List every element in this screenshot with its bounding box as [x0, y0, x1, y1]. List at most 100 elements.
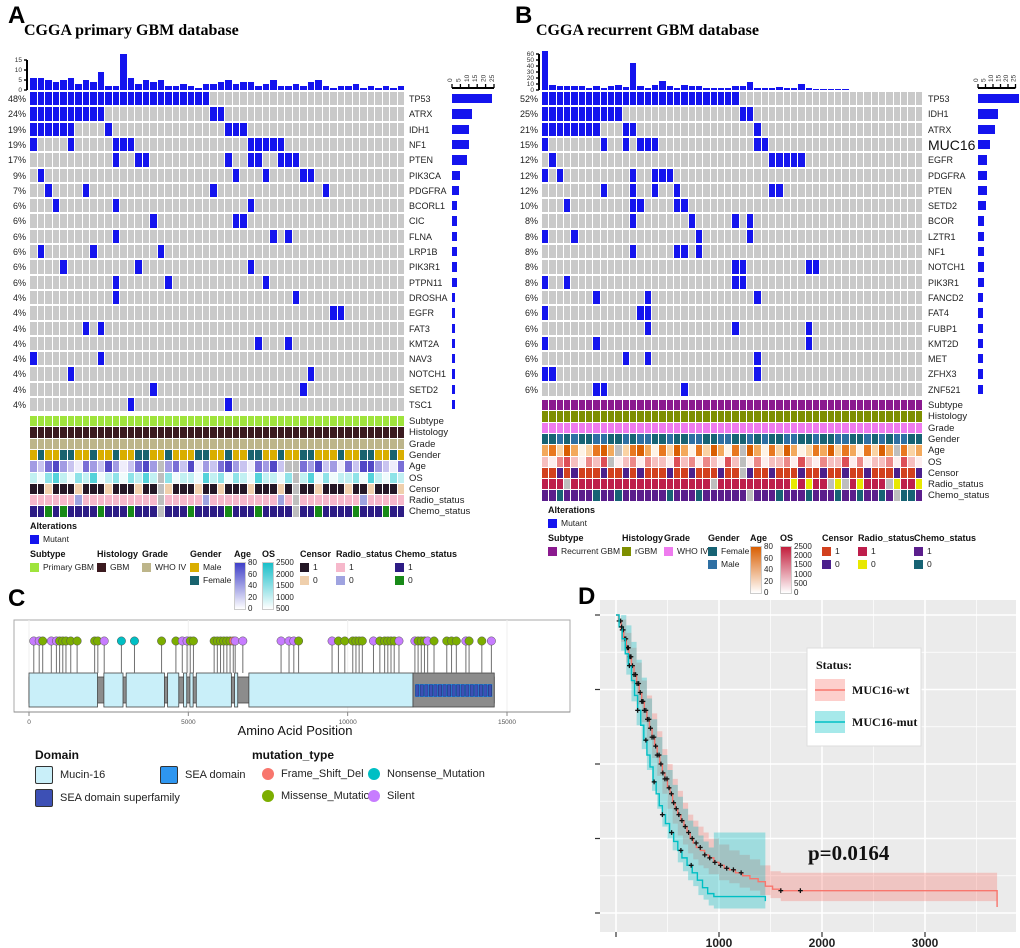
- annotation-cell: [37, 506, 44, 517]
- matrix-cell: [390, 137, 397, 152]
- annotation-cell: [783, 433, 791, 445]
- matrix-cell: [210, 214, 217, 228]
- matrix-cell: [681, 275, 688, 289]
- matrix-cell: [600, 260, 607, 274]
- annotation-cell: [827, 400, 835, 411]
- matrix-cell: [791, 290, 798, 305]
- matrix-cell: [908, 214, 915, 228]
- matrix-cell-mutant: [112, 92, 119, 106]
- matrix-cell: [849, 153, 857, 167]
- annotation-cell: [352, 483, 359, 495]
- matrix-cell: [673, 290, 681, 305]
- matrix-cell: [842, 229, 849, 244]
- annotation-cell: [813, 456, 820, 467]
- annotation-cell: [688, 422, 695, 433]
- matrix-cell: [195, 398, 202, 412]
- matrix-cell: [142, 290, 149, 305]
- matrix-cell-mutant: [593, 122, 600, 136]
- matrix-cell-mutant: [255, 137, 262, 152]
- annotation-cell: [871, 445, 879, 456]
- matrix-cell: [375, 398, 382, 412]
- matrix-cell: [637, 260, 644, 274]
- annotation-cell: [367, 483, 374, 495]
- matrix-cell-mutant: [563, 199, 571, 213]
- matrix-cell: [150, 352, 157, 366]
- annotation-cell: [82, 416, 89, 427]
- annotation-cell: [798, 456, 805, 467]
- matrix-cell: [330, 92, 337, 106]
- annotation-cell: [375, 461, 382, 472]
- annotation-cell: [390, 472, 397, 483]
- matrix-cell: [262, 367, 269, 381]
- matrix-cell: [322, 367, 329, 381]
- matrix-cell: [292, 352, 299, 366]
- matrix-cell: [857, 92, 864, 106]
- matrix-cell: [622, 229, 629, 244]
- plot-box: [13, 619, 571, 713]
- matrix-cell-mutant: [172, 92, 179, 106]
- annotation-cell: [600, 411, 607, 422]
- matrix-cell-mutant: [37, 168, 44, 182]
- matrix-cell: [791, 107, 798, 121]
- matrix-cell: [382, 382, 389, 397]
- annotation-cell: [637, 400, 644, 411]
- top-bar: [382, 86, 389, 90]
- matrix-cell: [52, 398, 59, 412]
- legend-item: 1: [822, 546, 840, 556]
- matrix-cell: [886, 336, 893, 351]
- matrix-cell: [337, 137, 344, 152]
- gene-count-bar: [452, 308, 456, 318]
- top-bar: [390, 88, 397, 90]
- matrix-cell: [725, 107, 732, 121]
- annotation-cell: [827, 445, 835, 456]
- annotation-cell: [849, 479, 857, 490]
- legend-item: 0: [914, 559, 932, 569]
- matrix-cell: [150, 153, 157, 167]
- annotation-cell: [285, 495, 292, 506]
- annotation-cell: [195, 483, 202, 495]
- matrix-cell: [761, 245, 769, 259]
- matrix-cell: [270, 336, 277, 351]
- oncoprint-row: [542, 183, 922, 198]
- matrix-cell: [703, 336, 710, 351]
- matrix-cell: [827, 92, 835, 106]
- annotation-cell: [292, 427, 299, 438]
- matrix-cell: [695, 290, 703, 305]
- annotation-cell: [150, 472, 157, 483]
- annotation-cell: [629, 445, 637, 456]
- matrix-cell: [292, 137, 299, 152]
- matrix-cell: [827, 199, 835, 213]
- annotation-cell: [240, 495, 247, 506]
- matrix-cell: [187, 122, 194, 136]
- matrix-cell: [210, 382, 217, 397]
- top-bar: [292, 84, 299, 90]
- annotation-cell: [60, 483, 67, 495]
- matrix-cell: [255, 382, 262, 397]
- matrix-cell: [820, 214, 827, 228]
- annotation-cell: [127, 472, 134, 483]
- matrix-cell: [732, 122, 739, 136]
- matrix-cell: [52, 382, 59, 397]
- matrix-cell: [571, 336, 578, 351]
- matrix-cell: [732, 352, 739, 366]
- matrix-cell: [542, 245, 549, 259]
- matrix-cell: [827, 382, 835, 397]
- matrix-cell-mutant: [285, 229, 292, 244]
- matrix-cell: [255, 168, 262, 182]
- matrix-cell: [352, 183, 359, 198]
- matrix-cell: [142, 321, 149, 335]
- matrix-cell: [820, 153, 827, 167]
- annotation-cell: [563, 433, 571, 445]
- lollipop-head: [99, 636, 109, 646]
- annotation-cell: [330, 427, 337, 438]
- annotation-cell: [75, 427, 82, 438]
- matrix-cell: [754, 229, 761, 244]
- lollipop-head: [354, 636, 364, 646]
- gene-count-bar: [452, 384, 456, 395]
- legend-item: Recurrent GBM: [548, 546, 620, 556]
- matrix-cell: [307, 290, 314, 305]
- matrix-cell-mutant: [666, 168, 673, 182]
- matrix-cell: [622, 367, 629, 381]
- matrix-cell: [255, 367, 262, 381]
